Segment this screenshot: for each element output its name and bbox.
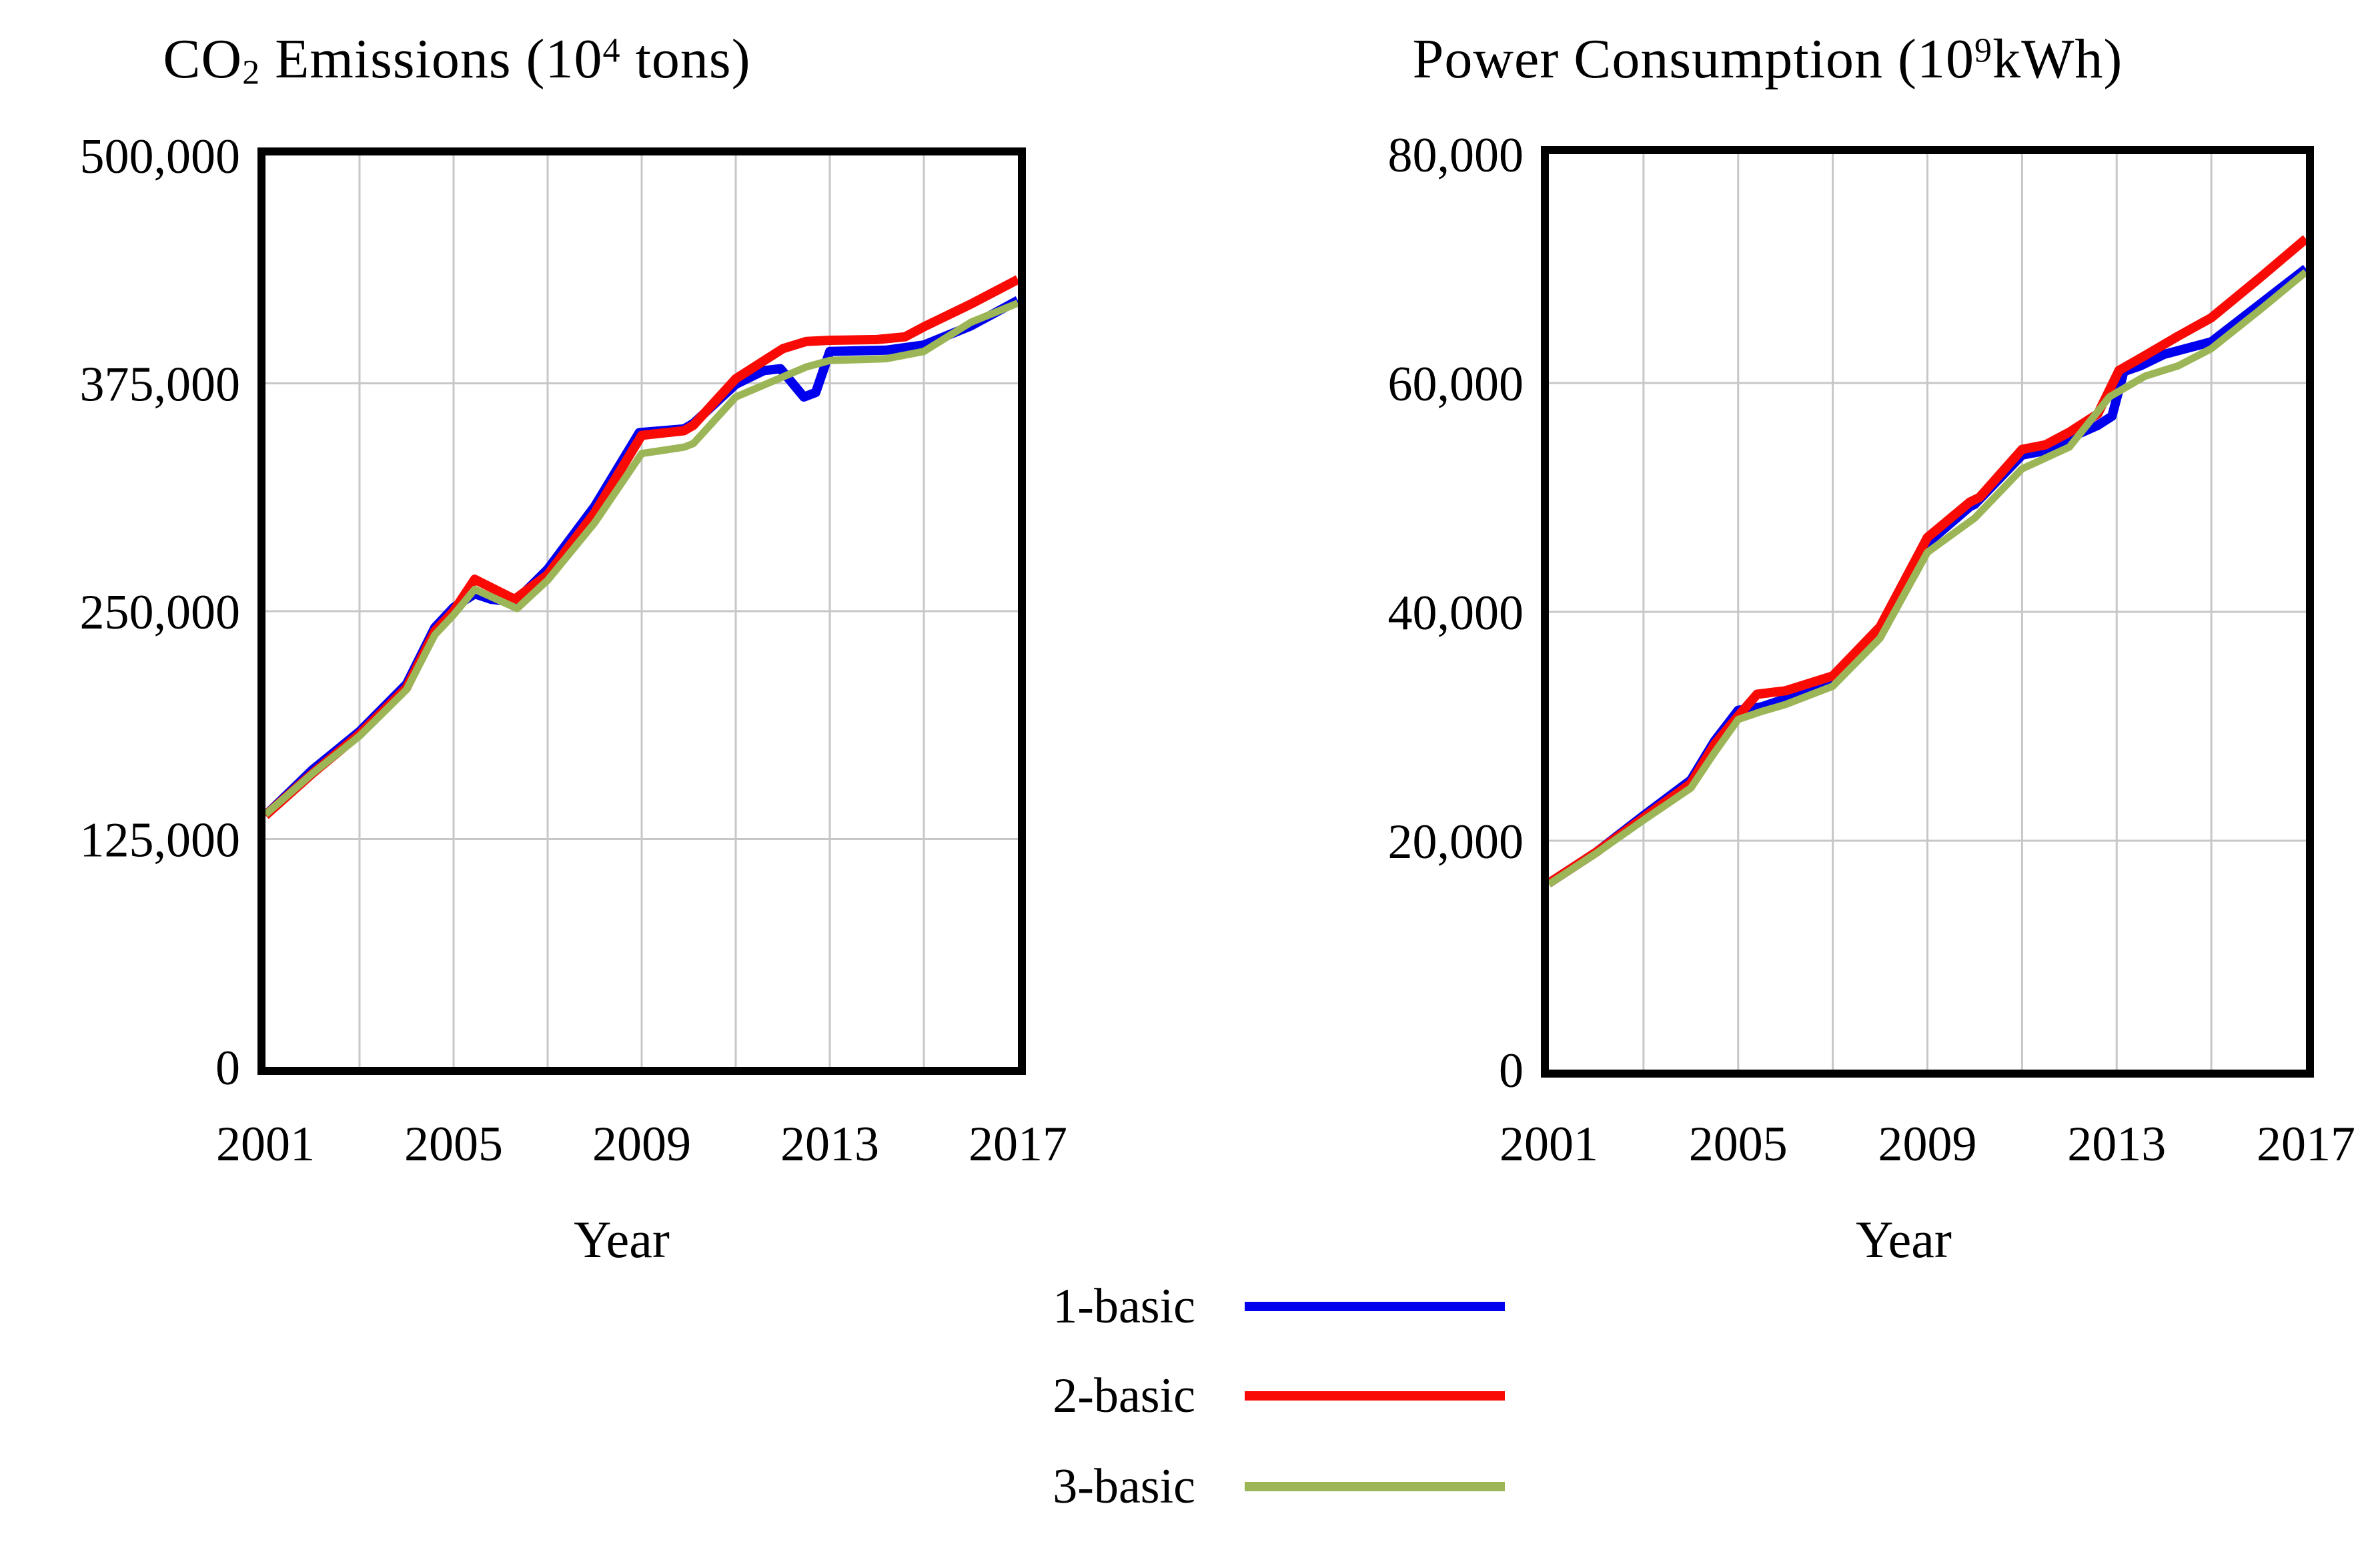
legend-label-1-basic: 1-basic [1053,1278,1195,1334]
y-axis-tick-labels: 0 125,000 250,000 375,000 500,000 [80,129,241,1096]
legend-label-3-basic: 3-basic [1053,1459,1195,1514]
legend-swatch-3-basic-line [1245,1482,1505,1491]
x-tick-label: 2017 [969,1117,1067,1172]
plot-frame [257,147,1026,1075]
legend-item-3-basic: 3-basic [987,1453,1505,1520]
x-tick-label: 2009 [1878,1117,1977,1172]
power-xaxis-caption: Year [1856,1210,1952,1268]
x-axis-tick-labels: 2001 2005 2009 2013 2017 [216,1117,1067,1172]
title-text: Emissions (10 [260,28,603,90]
series-lines [265,275,1018,819]
x-tick-label: 2005 [1689,1117,1788,1172]
power-chart-title: Power Consumption (109kWh) [1413,27,2123,92]
y-tick-label: 125,000 [80,813,241,868]
y-tick-label: 40,000 [1388,586,1524,641]
y-tick-label: 80,000 [1388,128,1524,183]
legend-item-1-basic: 1-basic [987,1273,1505,1340]
x-tick-label: 2005 [404,1117,503,1172]
legend-swatch-1-basic-line [1245,1302,1505,1311]
legend-item-2-basic: 2-basic [987,1363,1505,1429]
title-text: Power Consumption (10 [1412,28,1975,90]
y-tick-label: 500,000 [80,129,241,184]
x-tick-label: 2001 [1500,1117,1598,1172]
title-subscript: 2 [242,53,261,92]
power-plot-svg: 0 20,000 40,000 60,000 80,000 2001 2005 2009 201… [1388,128,2356,1172]
title-superscript: 9 [1974,31,1993,70]
co2-chart-title: CO2 Emissions (104 tons) [163,27,750,92]
y-tick-label: 20,000 [1388,815,1524,869]
co2-xaxis-caption: Year [574,1210,670,1268]
series-lines [1549,235,2306,887]
x-tick-label: 2009 [592,1117,691,1172]
title-superscript: 4 [602,31,621,70]
y-axis-tick-labels: 0 20,000 40,000 60,000 80,000 [1388,128,1524,1098]
y-tick-label: 375,000 [80,358,241,412]
x-tick-label: 2017 [2257,1117,2355,1172]
x-tick-label: 2013 [2067,1117,2166,1172]
title-text: tons) [620,28,751,90]
legend-swatch-2-basic-line [1245,1391,1505,1401]
plot-frame [1541,146,2314,1078]
title-text: kWh) [1992,28,2123,90]
series-3-basic-line [1549,269,2306,887]
x-tick-label: 2001 [216,1117,315,1172]
y-tick-label: 60,000 [1388,357,1524,412]
gridlines [265,155,1018,1067]
series-2-basic-line [1549,235,2306,887]
y-tick-label: 0 [215,1041,240,1096]
x-axis-tick-labels: 2001 2005 2009 2013 2017 [1500,1117,2355,1172]
x-tick-label: 2013 [780,1117,879,1172]
title-text: CO [163,28,243,90]
legend-label-2-basic: 2-basic [1053,1368,1195,1423]
y-tick-label: 0 [1499,1044,1524,1098]
y-tick-label: 250,000 [80,585,241,640]
gridlines [1549,154,2306,1070]
series-3-basic-line [265,300,1018,817]
